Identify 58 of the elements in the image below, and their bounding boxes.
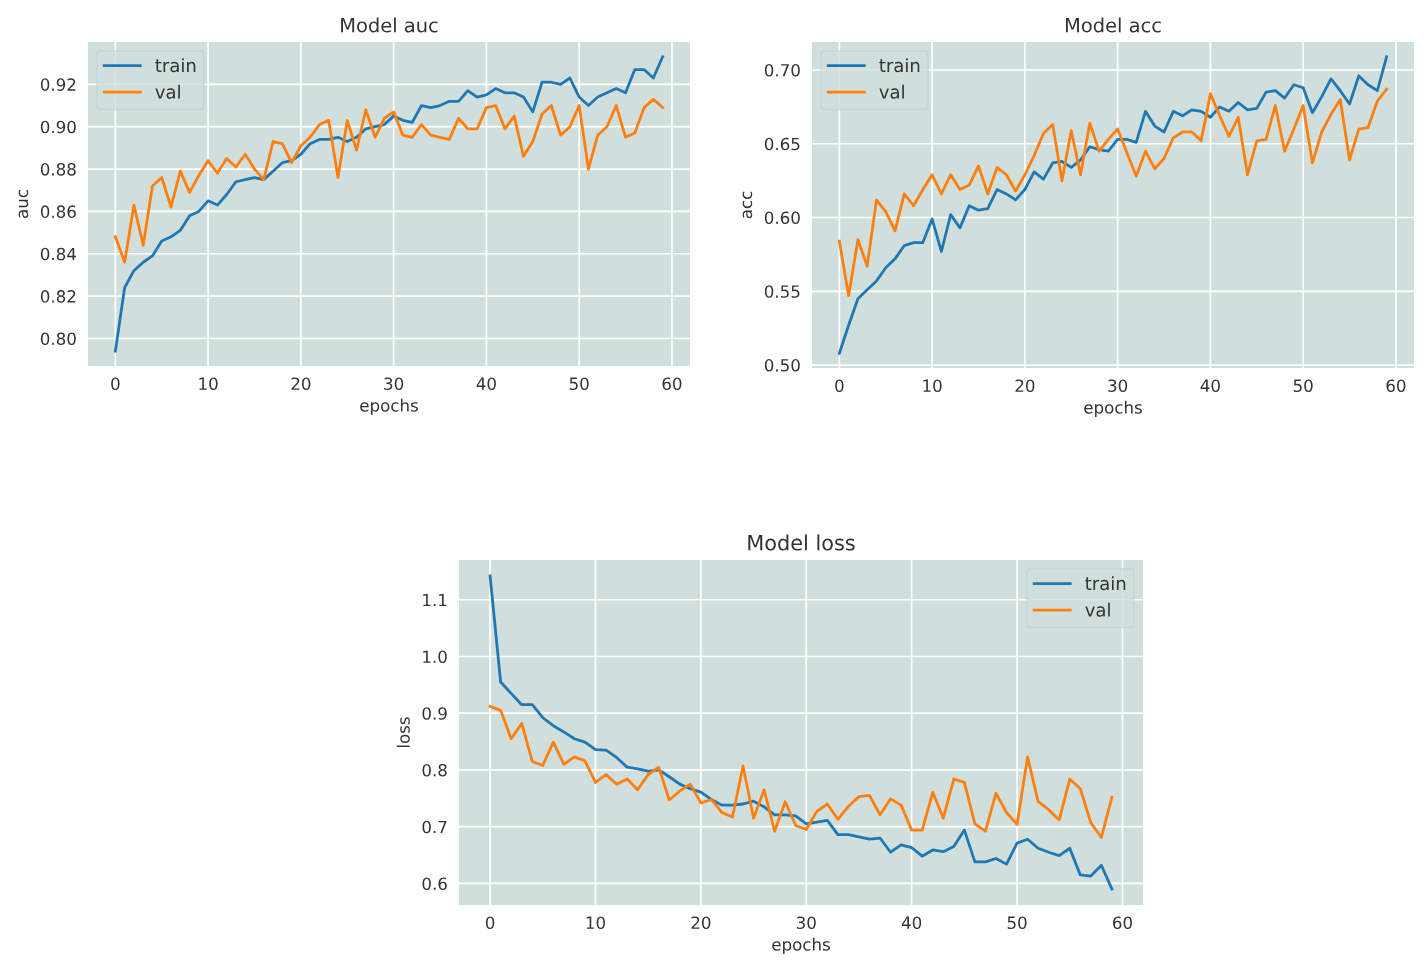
line-series	[837, 55, 1389, 355]
y-tick-label: 0.65	[764, 137, 800, 151]
x-tick-label: 40	[1200, 379, 1220, 393]
x-axis-title: epochs	[772, 937, 830, 954]
y-tick-label: 0.86	[40, 205, 76, 218]
chart-title: Model loss	[748, 534, 855, 551]
x-tick-label: 10	[923, 379, 942, 393]
x-tick-label: 40	[901, 916, 922, 930]
x-tick-label: 0	[485, 916, 495, 930]
x-tick-label: 10	[586, 916, 605, 930]
legend-label: val	[155, 84, 180, 99]
x-tick-label: 10	[199, 377, 218, 391]
y-tick-label: 0.55	[764, 285, 800, 298]
y-tick-label: 0.84	[40, 247, 76, 261]
x-tick-label: 60	[1386, 379, 1406, 393]
x-axis-title: epochs	[1084, 400, 1142, 417]
y-tick-label: 0.6	[422, 877, 447, 891]
y-tick-label: 0.8	[422, 763, 447, 777]
y-tick-label: 0.80	[40, 332, 76, 346]
y-tick-label: 0.92	[40, 78, 76, 91]
line-series	[113, 97, 665, 264]
legend-label: val	[1085, 602, 1110, 617]
y-axis-title: auc	[18, 190, 29, 218]
y-tick-label: 0.9	[422, 707, 447, 720]
y-axis-title: acc	[742, 191, 753, 219]
y-tick-label: 1.0	[423, 650, 447, 664]
x-tick-label: 50	[1007, 916, 1027, 930]
legend-label: val	[879, 84, 904, 99]
y-tick-label: 0.90	[40, 120, 76, 134]
x-tick-label: 30	[1108, 379, 1128, 393]
line-series	[488, 705, 1114, 839]
x-tick-label: 40	[476, 377, 496, 391]
y-axis-title: loss	[396, 717, 410, 748]
y-tick-label: 0.50	[764, 359, 800, 372]
x-tick-label: 0	[111, 377, 120, 391]
line-series	[113, 55, 665, 353]
y-tick-label: 1.1	[423, 593, 447, 607]
legend-label: train	[1085, 576, 1126, 591]
x-tick-label: 30	[384, 377, 404, 391]
y-tick-label: 0.70	[764, 63, 800, 77]
x-tick-label: 60	[662, 377, 682, 391]
y-tick-label: 0.82	[40, 290, 76, 303]
y-tick-label: 0.88	[40, 163, 76, 176]
x-tick-label: 50	[569, 377, 589, 391]
x-tick-label: 50	[1293, 379, 1313, 393]
y-tick-label: 0.60	[764, 211, 800, 225]
x-tick-label: 20	[291, 377, 311, 391]
chart-title: Model auc	[341, 17, 438, 33]
x-tick-label: 0	[835, 379, 844, 393]
y-tick-label: 0.7	[422, 820, 447, 834]
x-tick-label: 20	[1015, 379, 1035, 393]
x-tick-label: 60	[1113, 916, 1132, 930]
x-tick-label: 30	[796, 916, 816, 930]
legend-label: train	[155, 58, 196, 73]
x-axis-title: epochs	[360, 398, 418, 415]
x-tick-label: 20	[691, 916, 711, 930]
chart-title: Model acc	[1065, 17, 1161, 33]
legend-label: train	[879, 58, 920, 73]
